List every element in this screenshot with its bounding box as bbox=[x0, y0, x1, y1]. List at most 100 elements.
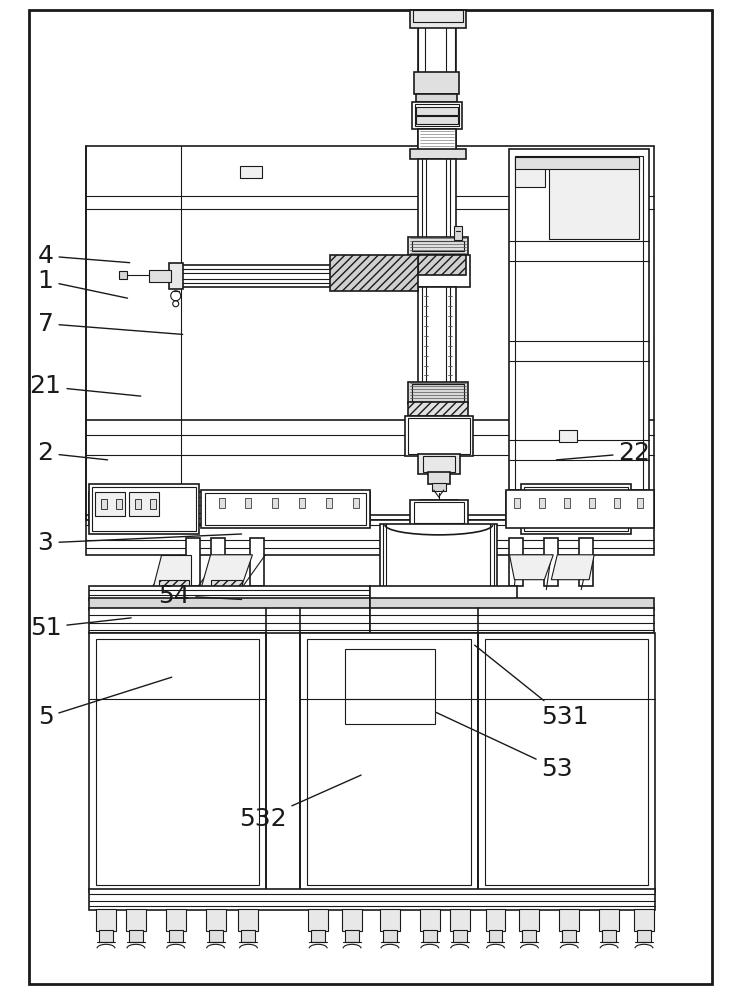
Bar bbox=[353, 498, 359, 508]
Bar bbox=[485, 639, 648, 885]
Bar bbox=[311, 930, 325, 942]
Bar bbox=[242, 930, 256, 942]
Bar bbox=[307, 639, 471, 885]
Bar bbox=[410, 500, 468, 525]
Bar bbox=[410, 10, 466, 28]
Bar bbox=[549, 157, 639, 239]
Bar bbox=[413, 10, 463, 22]
Bar bbox=[362, 721, 514, 737]
Bar bbox=[428, 472, 450, 484]
Bar bbox=[380, 524, 497, 708]
Polygon shape bbox=[211, 580, 242, 588]
Bar bbox=[86, 146, 654, 520]
Bar bbox=[251, 538, 265, 586]
Polygon shape bbox=[200, 555, 253, 590]
Bar bbox=[96, 639, 259, 885]
Polygon shape bbox=[418, 255, 466, 275]
Bar bbox=[559, 909, 579, 931]
Bar bbox=[559, 430, 577, 442]
Text: 532: 532 bbox=[239, 775, 361, 831]
Bar bbox=[345, 930, 359, 942]
Bar bbox=[412, 241, 463, 251]
Polygon shape bbox=[509, 555, 554, 580]
Polygon shape bbox=[551, 555, 594, 580]
Bar bbox=[345, 649, 435, 724]
Bar bbox=[300, 633, 477, 892]
Bar bbox=[522, 484, 631, 534]
Bar bbox=[116, 499, 122, 509]
Bar bbox=[239, 909, 259, 931]
Bar bbox=[245, 498, 251, 508]
Bar bbox=[208, 930, 222, 942]
Bar bbox=[506, 492, 654, 524]
Text: 22: 22 bbox=[556, 441, 650, 465]
Bar bbox=[240, 166, 262, 178]
Text: 21: 21 bbox=[30, 374, 140, 398]
Bar bbox=[506, 490, 654, 528]
Bar bbox=[515, 157, 639, 169]
Bar bbox=[89, 889, 655, 910]
Bar bbox=[99, 930, 113, 942]
Bar bbox=[418, 159, 456, 239]
Bar bbox=[637, 498, 643, 508]
Bar bbox=[370, 745, 508, 755]
Bar bbox=[370, 608, 654, 633]
Bar bbox=[423, 456, 454, 472]
Bar bbox=[432, 483, 446, 491]
Bar bbox=[525, 487, 628, 531]
Bar bbox=[416, 94, 457, 102]
Bar bbox=[418, 10, 456, 149]
Text: 53: 53 bbox=[436, 712, 573, 781]
Bar bbox=[414, 72, 459, 94]
Bar bbox=[101, 499, 107, 509]
Text: 531: 531 bbox=[474, 645, 588, 729]
Bar bbox=[86, 520, 654, 555]
Text: 5: 5 bbox=[38, 677, 171, 729]
Bar bbox=[135, 499, 141, 509]
Bar bbox=[308, 909, 328, 931]
Bar bbox=[129, 492, 159, 516]
Bar bbox=[410, 255, 469, 287]
Bar bbox=[454, 226, 462, 240]
Bar bbox=[614, 498, 620, 508]
Polygon shape bbox=[159, 580, 188, 588]
Bar bbox=[416, 116, 457, 124]
Bar bbox=[412, 384, 463, 402]
Bar bbox=[534, 499, 539, 509]
Bar bbox=[515, 157, 545, 187]
Bar bbox=[299, 498, 305, 508]
Bar bbox=[414, 502, 463, 523]
Bar bbox=[453, 930, 466, 942]
Bar bbox=[408, 237, 468, 255]
Bar bbox=[89, 586, 370, 600]
Bar bbox=[370, 586, 517, 600]
Bar bbox=[515, 156, 643, 513]
Bar bbox=[634, 909, 654, 931]
Bar bbox=[418, 129, 456, 151]
Bar bbox=[185, 538, 200, 586]
Bar bbox=[548, 499, 554, 509]
Text: 4: 4 bbox=[38, 244, 129, 268]
Bar bbox=[405, 416, 473, 456]
Bar bbox=[340, 264, 410, 288]
Bar bbox=[95, 492, 125, 516]
Bar bbox=[166, 909, 185, 931]
Bar bbox=[168, 263, 183, 289]
Bar bbox=[420, 909, 440, 931]
Bar bbox=[418, 287, 456, 386]
Bar bbox=[412, 102, 462, 129]
Bar bbox=[514, 498, 520, 508]
Bar bbox=[562, 492, 591, 516]
Bar bbox=[89, 598, 370, 610]
Bar bbox=[477, 633, 655, 892]
Bar bbox=[273, 498, 279, 508]
Bar bbox=[96, 909, 116, 931]
Bar bbox=[383, 930, 397, 942]
Bar bbox=[370, 598, 654, 610]
Bar bbox=[509, 490, 649, 520]
Bar bbox=[89, 633, 266, 892]
Bar bbox=[370, 705, 506, 723]
Bar bbox=[539, 498, 545, 508]
Bar bbox=[509, 149, 649, 520]
Bar bbox=[602, 930, 616, 942]
